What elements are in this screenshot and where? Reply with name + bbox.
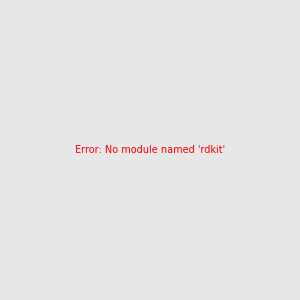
Text: Error: No module named 'rdkit': Error: No module named 'rdkit' xyxy=(75,145,225,155)
